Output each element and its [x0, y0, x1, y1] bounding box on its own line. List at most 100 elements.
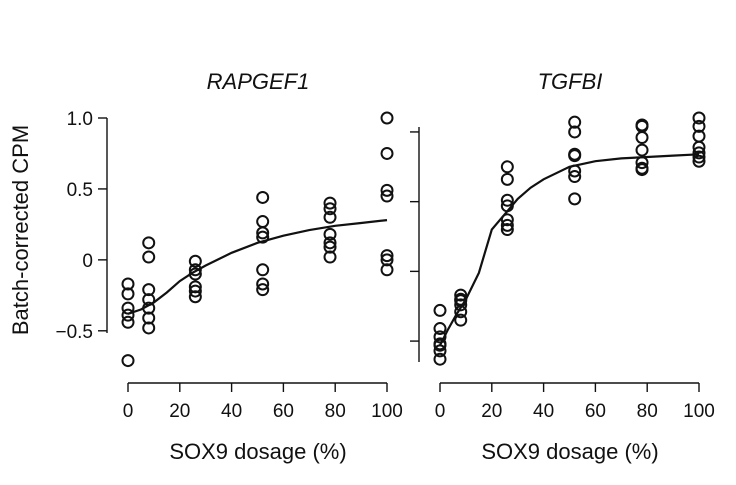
data-point	[256, 263, 270, 277]
data-point	[500, 172, 514, 186]
data-point	[433, 344, 447, 358]
x-axis-title: SOX9 dosage (%)	[169, 439, 346, 464]
data-point	[380, 189, 394, 203]
y-ticks	[410, 131, 419, 342]
x-ticks: 0 20 40 60 80 100	[435, 383, 715, 422]
data-point	[188, 284, 202, 298]
data-point	[121, 354, 135, 368]
data-point	[692, 119, 706, 133]
data-points	[433, 111, 706, 366]
x-tick-label: 80	[325, 401, 346, 422]
y-tick-label: 1.0	[67, 109, 93, 130]
x-tick-label: 0	[435, 401, 446, 422]
data-point	[380, 111, 394, 125]
data-point	[692, 140, 706, 154]
x-ticks: 0 20 40 60 80 100	[123, 383, 403, 422]
x-tick-label: 0	[123, 401, 134, 422]
data-point	[323, 240, 337, 254]
data-point	[635, 156, 649, 170]
data-point	[568, 170, 582, 184]
data-point	[142, 293, 156, 307]
data-point	[380, 183, 394, 197]
data-point	[188, 254, 202, 268]
data-point	[256, 277, 270, 291]
data-point	[188, 263, 202, 277]
data-point	[500, 223, 514, 237]
data-point	[454, 288, 468, 302]
y-axis-title: Batch-corrected CPM	[8, 125, 33, 335]
data-point	[380, 146, 394, 160]
data-point	[323, 196, 337, 210]
data-point	[454, 292, 468, 306]
data-point	[692, 146, 706, 160]
data-point	[121, 287, 135, 301]
data-point	[256, 190, 270, 204]
fit-curve	[439, 153, 700, 346]
data-point	[454, 313, 468, 327]
panel-title-tgfbi: TGFBI	[538, 69, 603, 94]
data-point	[500, 193, 514, 207]
panel-rapgef1: RAPGEF1 1.0 0.5 0 −0.5 0 20 40 60 80 100 SOX9 do…	[55, 69, 402, 464]
data-point	[323, 236, 337, 250]
data-point	[142, 236, 156, 250]
x-tick-label: 40	[533, 401, 554, 422]
data-point	[121, 315, 135, 329]
data-point	[188, 280, 202, 294]
x-tick-label: 60	[273, 401, 294, 422]
data-point	[433, 352, 447, 366]
x-tick-label: 80	[637, 401, 658, 422]
data-point	[121, 308, 135, 322]
x-tick-label: 20	[169, 401, 190, 422]
data-point	[692, 150, 706, 164]
data-point	[380, 253, 394, 267]
data-point	[433, 322, 447, 336]
data-point	[323, 202, 337, 216]
data-point	[433, 330, 447, 344]
data-point	[568, 125, 582, 139]
panel-tgfbi: TGFBI 0 20 40 60 80 100 SOX9 dosage (%)	[410, 69, 715, 464]
data-point	[635, 131, 649, 145]
data-point	[568, 115, 582, 129]
data-point	[256, 283, 270, 297]
data-point	[323, 250, 337, 264]
data-point	[256, 215, 270, 229]
data-point	[142, 250, 156, 264]
data-point	[256, 230, 270, 244]
data-point	[142, 321, 156, 335]
data-point	[500, 199, 514, 213]
data-point	[635, 143, 649, 157]
data-point	[692, 154, 706, 168]
y-tick-label: 0	[82, 251, 93, 272]
data-point	[188, 267, 202, 281]
data-point	[142, 311, 156, 325]
panel-title-rapgef1: RAPGEF1	[207, 69, 310, 94]
data-point	[142, 301, 156, 315]
data-point	[635, 163, 649, 177]
x-tick-label: 100	[683, 401, 715, 422]
x-tick-label: 40	[221, 401, 242, 422]
fit-curve	[127, 219, 388, 315]
data-point	[323, 210, 337, 224]
y-tick-label: −0.5	[55, 322, 93, 343]
data-point	[121, 277, 135, 291]
x-axis-title: SOX9 dosage (%)	[481, 439, 658, 464]
y-tick-label: 0.5	[67, 180, 93, 201]
data-point	[500, 160, 514, 174]
data-point	[323, 227, 337, 241]
data-point	[692, 111, 706, 125]
data-point	[568, 149, 582, 163]
data-point	[380, 263, 394, 277]
x-tick-label: 20	[481, 401, 502, 422]
data-point	[500, 213, 514, 227]
x-tick-label: 100	[371, 401, 403, 422]
y-ticks: 1.0 0.5 0 −0.5	[55, 109, 107, 343]
data-point	[188, 290, 202, 304]
data-point	[568, 192, 582, 206]
data-point	[433, 338, 447, 352]
data-point	[142, 283, 156, 297]
data-points	[121, 111, 394, 368]
data-point	[121, 301, 135, 315]
data-point	[256, 226, 270, 240]
data-point	[433, 303, 447, 317]
